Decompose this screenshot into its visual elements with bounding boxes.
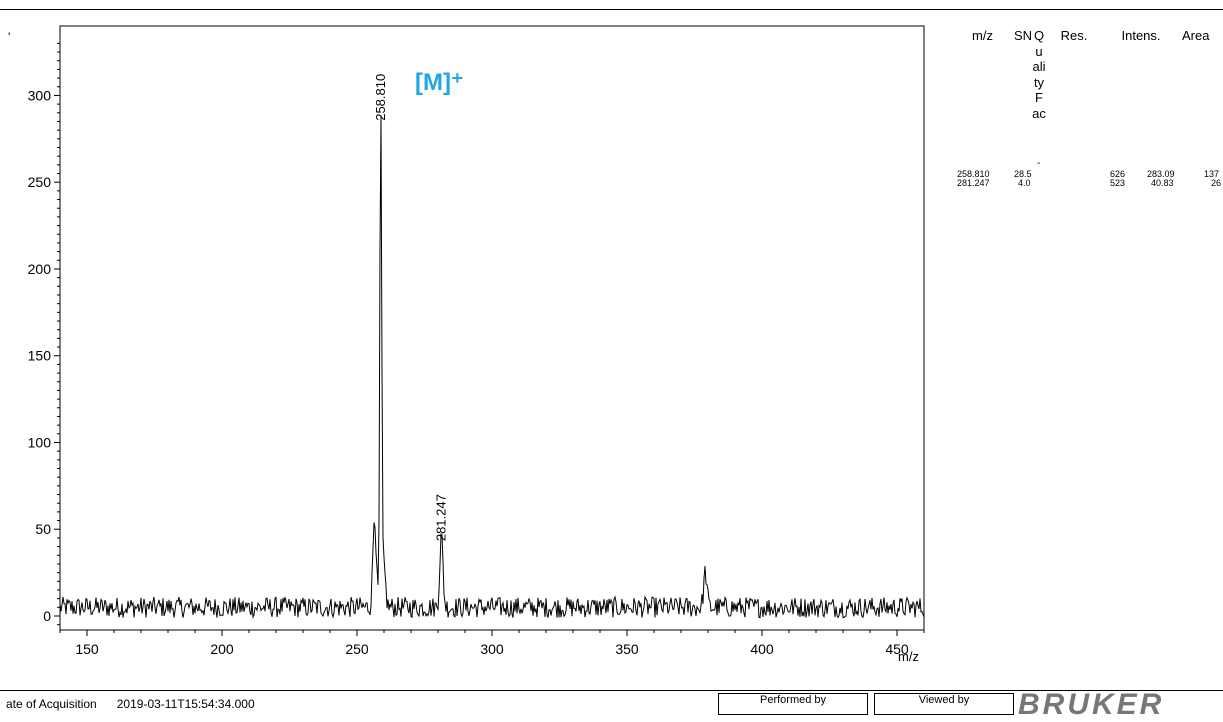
header-mz: m/z bbox=[972, 28, 993, 43]
cell-sn: 4.0 bbox=[1018, 178, 1031, 188]
x-tick-label: 300 bbox=[480, 641, 504, 657]
peak-labels: 258.810 281.247 bbox=[373, 74, 449, 541]
y-tick-label: 250 bbox=[28, 174, 52, 190]
y-tick-label: 50 bbox=[35, 521, 51, 537]
y-tick-label: 0 bbox=[43, 608, 51, 624]
viewed-by-box: Viewed by bbox=[874, 693, 1014, 715]
y-axis: 0 50 100 150 200 250 300 bbox=[28, 42, 60, 626]
x-tick-label: 150 bbox=[75, 641, 99, 657]
acquisition-info: ate of Acquisition 2019-03-11T15:54:34.0… bbox=[6, 697, 255, 711]
top-rule bbox=[0, 9, 1223, 10]
cell-area: 137 bbox=[1204, 169, 1220, 179]
molecular-ion-annotation: [M]⁺ bbox=[415, 69, 464, 96]
cell-area: 26 bbox=[1211, 178, 1222, 188]
header-area: Area bbox=[1182, 28, 1210, 43]
header-intens: Intens. bbox=[1121, 28, 1161, 43]
acquisition-label: ate of Acquisition bbox=[6, 697, 97, 711]
cell-intens: 40.83 bbox=[1151, 178, 1174, 188]
footer-rule bbox=[0, 690, 1223, 691]
x-axis-label: m/z bbox=[898, 649, 919, 664]
bruker-logo: BRUKER bbox=[1018, 688, 1165, 721]
x-axis: 150 200 250 300 350 400 450 bbox=[59, 630, 925, 657]
y-tick-label: 150 bbox=[28, 348, 52, 364]
acquisition-date: 2019-03-11T15:54:34.000 bbox=[116, 697, 255, 711]
x-tick-label: 400 bbox=[750, 641, 774, 657]
corner-mark: ' bbox=[8, 30, 11, 44]
mass-spectrum-chart: 0 50 100 150 200 250 300 150 200 250 300 350 400 450… bbox=[28, 25, 925, 664]
y-tick-label: 200 bbox=[28, 261, 52, 277]
x-tick-label: 250 bbox=[345, 641, 369, 657]
header-res: Res. bbox=[1060, 28, 1088, 43]
header-sn: SN bbox=[1013, 28, 1033, 43]
plot-frame bbox=[59, 25, 925, 631]
x-tick-label: 450 bbox=[885, 641, 909, 657]
x-tick-label: 200 bbox=[210, 641, 234, 657]
header-quality-factor: Quality Fac bbox=[1032, 28, 1046, 121]
peak-label: 258.810 bbox=[373, 74, 388, 121]
cell-res: 626 bbox=[1110, 169, 1126, 179]
performed-by-box: Performed by bbox=[718, 693, 868, 715]
cell-mz: 258.810 bbox=[957, 169, 990, 179]
cell-mz: 281.247 bbox=[957, 178, 990, 188]
header-quality-trailing: - bbox=[1037, 158, 1041, 169]
cell-sn: 28.5 bbox=[1014, 169, 1032, 179]
y-tick-label: 100 bbox=[28, 434, 52, 450]
x-tick-label: 350 bbox=[615, 641, 639, 657]
peak-table: m/z SN Quality Fac - Res. Intens. Area 2… bbox=[935, 28, 1223, 208]
cell-res: 523 bbox=[1110, 178, 1126, 188]
y-tick-label: 300 bbox=[28, 87, 52, 103]
peak-label: 281.247 bbox=[433, 494, 448, 541]
spectrum-trace bbox=[59, 115, 925, 620]
cell-intens: 283.09 bbox=[1147, 169, 1175, 179]
